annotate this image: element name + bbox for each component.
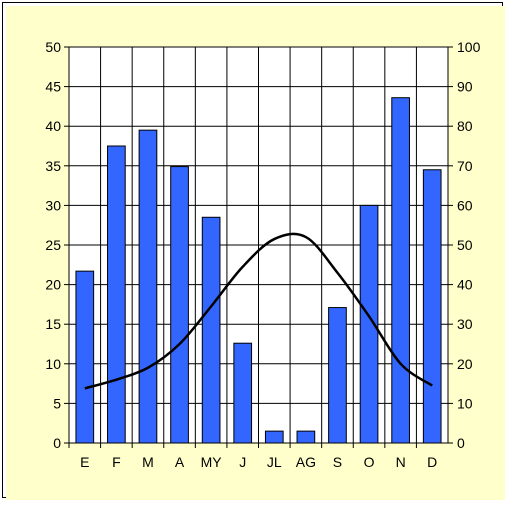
right-tick-label: 20 xyxy=(457,356,473,372)
bar-o xyxy=(359,204,379,444)
left-tick-label: 40 xyxy=(45,118,61,134)
x-tick-label-ag: AG xyxy=(296,454,316,470)
bar-d xyxy=(422,169,442,444)
bar-s xyxy=(328,307,347,444)
left-tick-label: 25 xyxy=(45,237,61,253)
left-tick-label: 15 xyxy=(45,316,61,332)
right-tick-label: 100 xyxy=(457,39,481,55)
bar-j xyxy=(233,342,253,444)
x-axis-ticks: E F M A MY J JL AG S O N D xyxy=(68,443,437,470)
bar-jl xyxy=(264,430,284,444)
bar-my xyxy=(201,216,221,444)
x-tick-label-m: M xyxy=(142,454,154,470)
left-tick-label: 5 xyxy=(53,395,61,411)
left-tick-label: 10 xyxy=(45,356,61,372)
right-axis-ticks: 0 10 20 30 40 50 60 70 80 90 100 xyxy=(448,39,481,451)
x-tick-label-o: O xyxy=(364,454,375,470)
left-tick-label: 20 xyxy=(45,277,61,293)
right-tick-label: 0 xyxy=(457,435,465,451)
x-tick-label-jl: JL xyxy=(267,454,282,470)
bar-f xyxy=(107,145,126,444)
left-tick-label: 50 xyxy=(45,39,61,55)
chart-frame: 0 5 10 15 20 25 30 35 40 45 50 0 10 20 30 40 50 60 70 80 90… xyxy=(2,2,505,500)
line-series xyxy=(84,232,433,390)
right-tick-label: 60 xyxy=(457,197,473,213)
x-tick-label-n: N xyxy=(396,454,406,470)
bar-series xyxy=(75,97,442,444)
bar-n xyxy=(391,97,410,444)
x-tick-label-a: A xyxy=(175,454,185,470)
temperature-line xyxy=(84,232,433,390)
left-tick-label: 0 xyxy=(53,435,61,451)
right-tick-label: 40 xyxy=(457,277,473,293)
right-tick-label: 70 xyxy=(457,158,473,174)
bar-ag xyxy=(296,430,316,444)
x-tick-label-d: D xyxy=(427,454,437,470)
right-tick-label: 80 xyxy=(457,118,473,134)
x-tick-label-s: S xyxy=(333,454,342,470)
right-tick-label: 50 xyxy=(457,237,473,253)
x-tick-label-f: F xyxy=(112,454,121,470)
bar-e xyxy=(75,270,95,444)
right-tick-label: 90 xyxy=(457,79,473,95)
x-tick-label-e: E xyxy=(80,454,89,470)
climate-chart: 0 5 10 15 20 25 30 35 40 45 50 0 10 20 30 40 50 60 70 80 90… xyxy=(6,6,505,500)
left-tick-label: 35 xyxy=(45,158,61,174)
x-tick-label-j: J xyxy=(239,454,246,470)
bar-a xyxy=(170,166,189,444)
bar-m xyxy=(138,129,158,444)
right-tick-label: 10 xyxy=(457,395,473,411)
right-tick-label: 30 xyxy=(457,316,473,332)
x-tick-label-my: MY xyxy=(201,454,223,470)
gridlines xyxy=(69,46,448,444)
left-tick-label: 45 xyxy=(45,79,61,95)
left-tick-label: 30 xyxy=(45,197,61,213)
left-axis-ticks: 0 5 10 15 20 25 30 35 40 45 50 xyxy=(45,39,69,451)
